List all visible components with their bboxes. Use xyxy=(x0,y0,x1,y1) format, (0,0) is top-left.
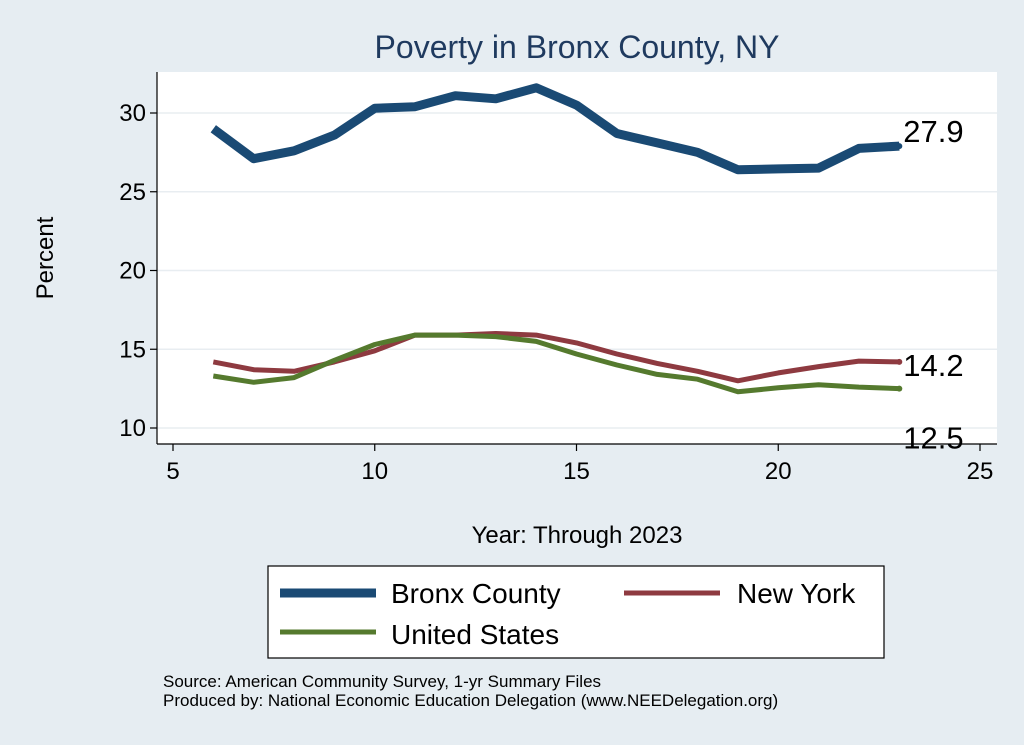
y-axis-label: Percent xyxy=(32,216,59,299)
y-tick-label-15: 15 xyxy=(119,336,146,363)
y-tick-label-30: 30 xyxy=(119,100,146,127)
x-axis-label: Year: Through 2023 xyxy=(472,522,683,549)
y-tick-label-20: 20 xyxy=(119,258,146,285)
legend-label-bronx-county: Bronx County xyxy=(391,578,561,609)
legend: Bronx County New York United States xyxy=(267,565,885,659)
series-line-bronx-county xyxy=(210,83,900,175)
x-tick-label-15: 15 xyxy=(563,458,590,485)
x-tick-label-5: 5 xyxy=(166,458,179,485)
end-label-new-york: 14.2 xyxy=(903,348,963,383)
y-tick-label-10: 10 xyxy=(119,415,146,442)
series-end-marker-bronx-county xyxy=(896,143,903,150)
legend-label-new-york: New York xyxy=(737,578,856,609)
legend-label-united-states: United States xyxy=(391,619,559,650)
series-line-united-states xyxy=(212,332,900,395)
series-end-marker-united-states xyxy=(896,385,903,392)
end-label-united-states: 12.5 xyxy=(903,421,963,456)
x-tick-label-20: 20 xyxy=(765,458,792,485)
producer-note: Produced by: National Economic Education… xyxy=(163,691,779,710)
x-tick-label-10: 10 xyxy=(361,458,388,485)
y-tick-label-25: 25 xyxy=(119,179,146,206)
chart-title: Poverty in Bronx County, NY xyxy=(375,29,780,65)
grid xyxy=(157,112,997,429)
legend-box xyxy=(267,565,885,659)
series-group xyxy=(210,83,903,395)
end-label-bronx-county: 27.9 xyxy=(903,114,963,149)
series-end-marker-new-york xyxy=(896,358,903,365)
source-note: Source: American Community Survey, 1-yr … xyxy=(163,672,602,691)
end-labels: 27.9 14.2 12.5 xyxy=(903,114,963,456)
x-tick-label-25: 25 xyxy=(967,458,994,485)
ticks: 10 15 20 25 30 5 10 15 20 25 xyxy=(119,100,993,485)
plot-area xyxy=(157,72,997,444)
